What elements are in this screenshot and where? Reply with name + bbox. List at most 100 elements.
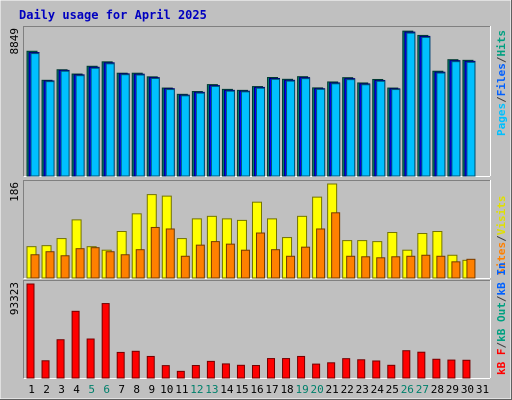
bar-pages-day-18 [286, 80, 296, 177]
bar-sites-day-16 [255, 232, 265, 279]
bar-pages-day-23 [361, 84, 371, 177]
bar-kb-f-day-18 [282, 358, 291, 379]
x-axis-labels: 1 2 3 4 5 6 7 8 9 10 11 12 13 14 15 16 17 18 19 20 21 22 23 24 2… [28, 383, 489, 396]
x-tick-label: 4 [73, 383, 80, 396]
legend-files: Files [495, 63, 508, 96]
bar-sites-day-11 [180, 255, 190, 279]
bar-sites-day-30 [466, 258, 476, 279]
bar-sites-day-1 [30, 254, 40, 279]
legend-sites: Sites [495, 242, 508, 275]
bar-kb-f-day-10 [161, 365, 170, 379]
bar-kb-f-day-13 [206, 360, 215, 379]
legend-separator: / [495, 96, 508, 103]
bar-pages-day-12 [195, 92, 205, 177]
legend-kb-in: kB In [495, 262, 508, 295]
y-axis-max-label: 8849 [8, 28, 21, 55]
bar-kb-f-day-17 [267, 358, 276, 379]
x-tick-label: 2 [43, 383, 50, 396]
bar-pages-day-10 [165, 89, 175, 177]
bar-pages-day-27 [421, 36, 431, 177]
bar-pages-day-25 [391, 89, 401, 177]
x-tick-label: 5 [88, 383, 95, 396]
bar-pages-day-4 [75, 75, 85, 177]
series-kb-f [26, 283, 471, 379]
panel-1: 8849 Pages/Files/Hits [8, 26, 508, 177]
x-tick-label: 24 [371, 383, 385, 396]
bar-kb-f-day-29 [447, 359, 456, 379]
bar-sites-day-24 [376, 257, 386, 279]
bar-pages-day-13 [210, 85, 220, 177]
bar-sites-day-23 [361, 256, 371, 279]
x-tick-label: 19 [295, 383, 308, 396]
x-tick-label: 23 [356, 383, 369, 396]
x-tick-label: 18 [280, 383, 293, 396]
legend-text: kB F/kB Out/kB In [495, 262, 508, 375]
bar-pages-day-14 [225, 90, 235, 177]
bar-sites-day-28 [436, 255, 446, 279]
bar-sites-day-20 [316, 228, 326, 279]
legend-separator: / [495, 295, 508, 302]
x-tick-label: 30 [461, 383, 474, 396]
bar-sites-day-9 [150, 226, 160, 279]
bar-kb-f-day-28 [432, 358, 441, 379]
x-tick-label: 20 [311, 383, 324, 396]
x-tick-label: 8 [133, 383, 140, 396]
bar-sites-day-5 [90, 247, 100, 279]
bar-kb-f-day-24 [372, 360, 381, 379]
x-tick-label: 3 [58, 383, 65, 396]
bar-sites-day-14 [225, 243, 235, 279]
panel-2: 186 Sites/Visits [8, 180, 508, 279]
bar-sites-day-6 [105, 251, 115, 279]
x-tick-label: 15 [235, 383, 248, 396]
bar-kb-f-day-20 [312, 363, 321, 379]
bar-kb-f-day-21 [327, 362, 336, 379]
bar-sites-day-7 [120, 254, 130, 279]
bar-sites-day-19 [301, 246, 311, 279]
bar-kb-f-day-25 [387, 364, 396, 379]
bar-sites-day-4 [75, 248, 85, 279]
bar-pages-day-5 [90, 67, 100, 177]
bar-pages-day-30 [466, 61, 476, 177]
legend-kb-out: kB Out [495, 302, 508, 342]
legend-visits: Visits [495, 196, 508, 236]
legend-text: Sites/Visits [495, 196, 508, 276]
bar-kb-f-day-22 [342, 358, 351, 379]
bar-pages-day-21 [331, 83, 341, 177]
bar-sites-day-10 [165, 228, 175, 279]
x-tick-label: 28 [431, 383, 444, 396]
bar-pages-day-20 [316, 88, 326, 177]
legend-kb-f: kB F [495, 349, 508, 376]
bar-kb-f-day-16 [251, 365, 260, 379]
x-tick-label: 25 [386, 383, 399, 396]
bar-kb-f-day-12 [191, 365, 200, 379]
bar-pages-day-29 [451, 61, 461, 177]
bar-sites-day-25 [391, 256, 401, 279]
bar-sites-day-18 [286, 255, 296, 279]
bar-kb-f-day-15 [236, 364, 245, 379]
x-tick-label: 10 [160, 383, 173, 396]
y-axis-max-label: 186 [8, 182, 21, 202]
bar-sites-day-8 [135, 249, 145, 279]
bar-kb-f-day-11 [176, 370, 185, 379]
series-sites [30, 212, 476, 279]
bar-pages-day-22 [346, 79, 356, 177]
bar-kb-f-day-26 [402, 350, 411, 379]
x-tick-label: 11 [175, 383, 188, 396]
bar-sites-day-17 [271, 249, 281, 279]
bar-kb-f-day-27 [417, 351, 426, 379]
legend-pages: Pages [495, 103, 508, 136]
bar-kb-f-day-5 [86, 338, 95, 379]
bar-sites-day-21 [331, 212, 341, 279]
bar-sites-day-15 [240, 249, 250, 279]
bar-pages-day-2 [45, 81, 55, 177]
bar-sites-day-22 [346, 255, 356, 279]
panel-legend: kB F/kB Out/kB In [495, 262, 508, 375]
bar-sites-day-3 [60, 255, 70, 279]
legend-separator: / [495, 235, 508, 242]
bar-kb-f-day-1 [26, 283, 35, 379]
x-tick-label: 7 [118, 383, 125, 396]
legend-text: Pages/Files/Hits [495, 30, 508, 136]
